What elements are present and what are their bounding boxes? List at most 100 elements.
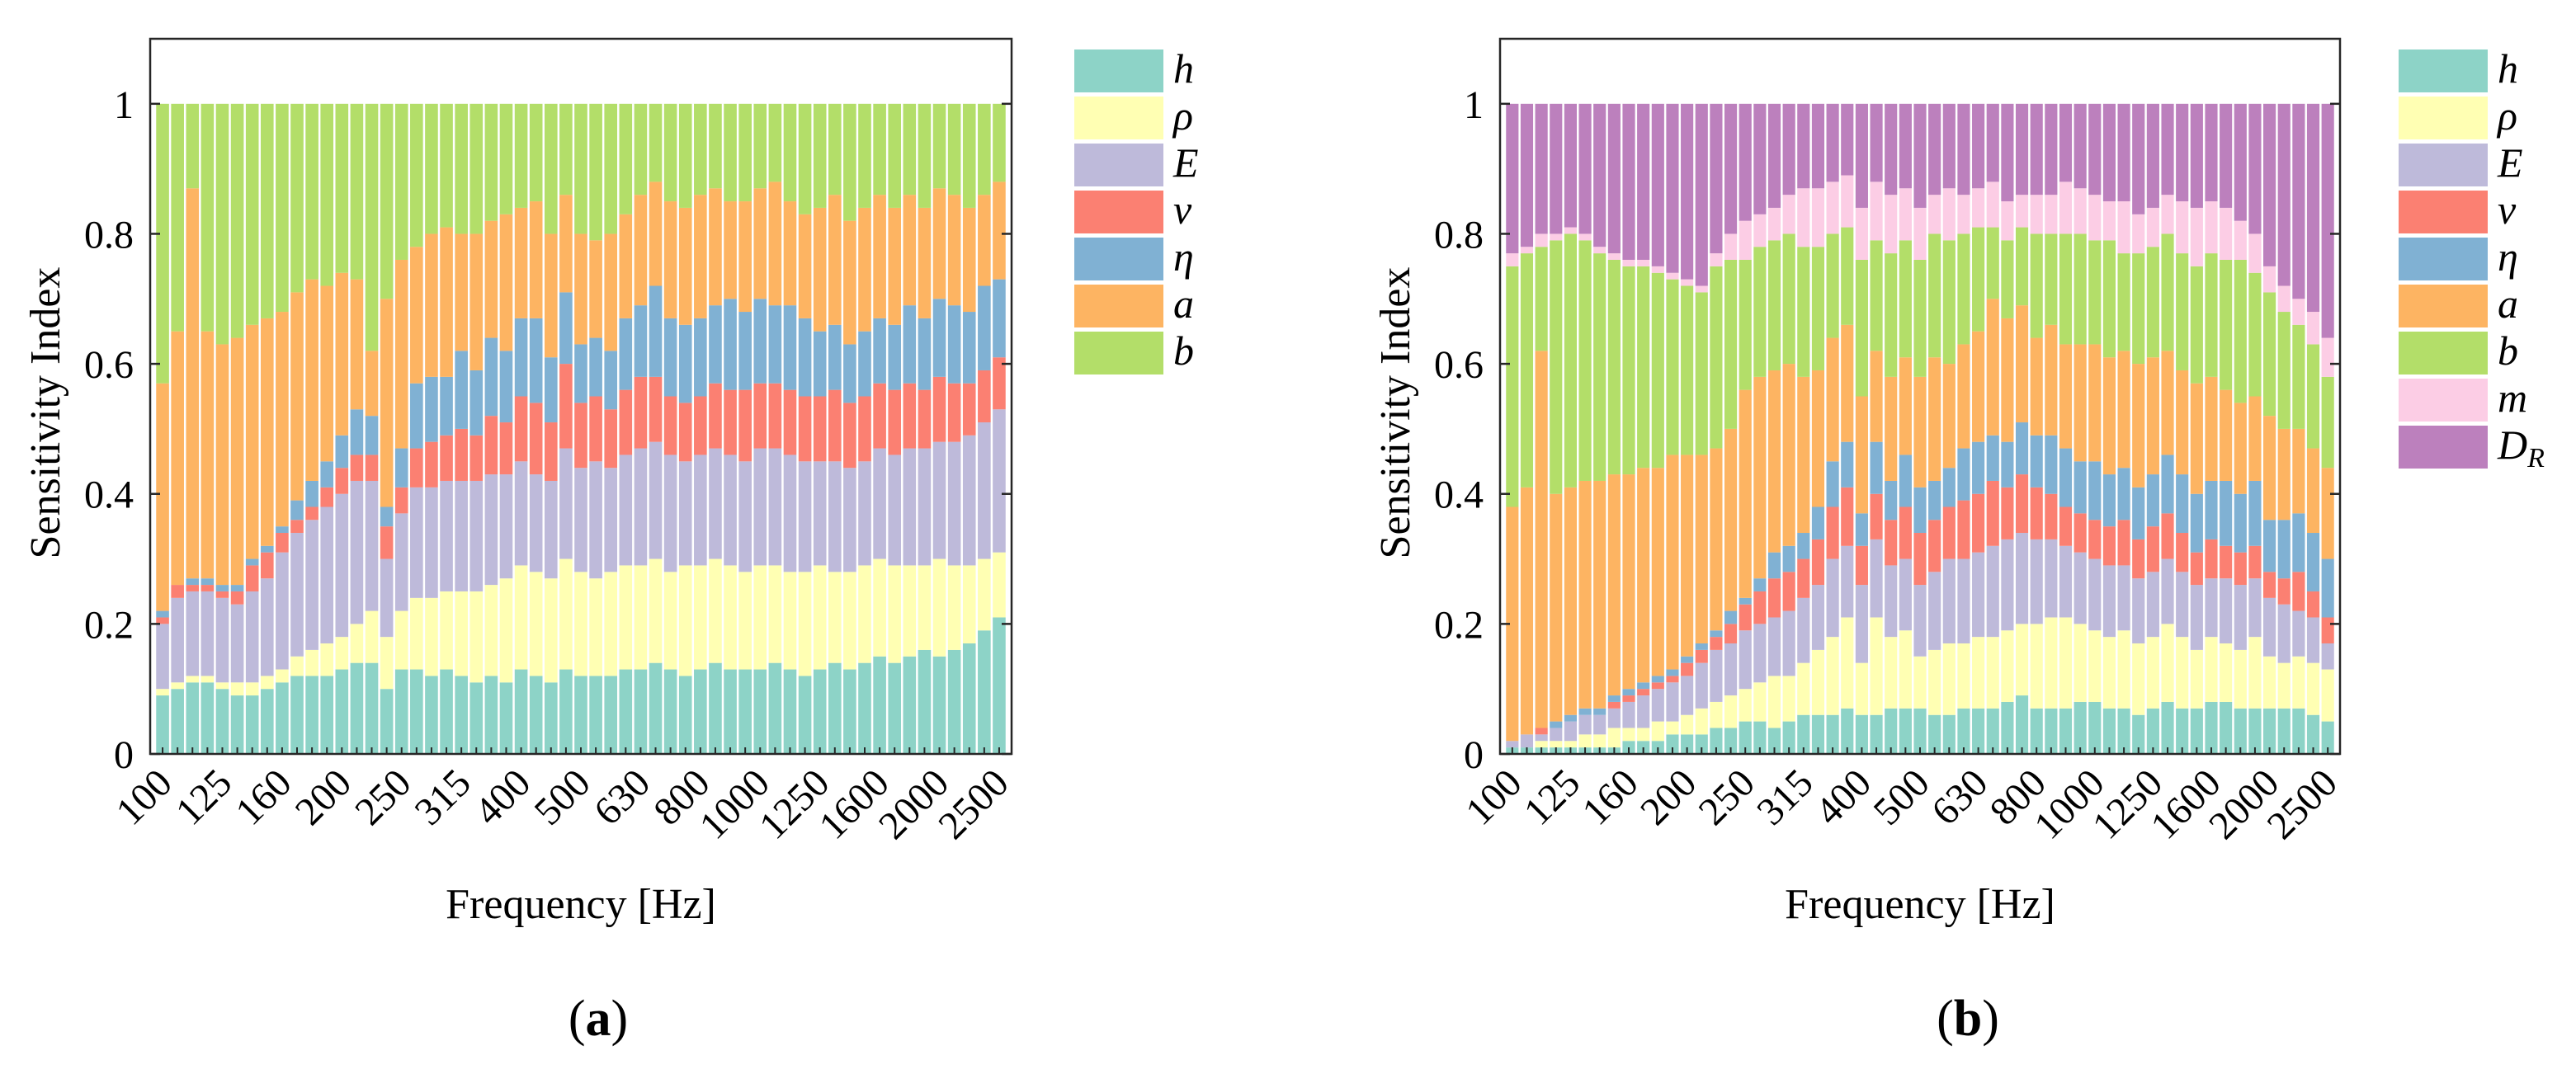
bar-segment-a bbox=[1506, 506, 1519, 742]
bar-segment-e bbox=[2277, 604, 2291, 663]
bar-segment-eta bbox=[290, 500, 304, 521]
bar-segment-b bbox=[709, 103, 722, 189]
bar-segment-rho bbox=[634, 565, 648, 670]
bar-segment-h bbox=[529, 676, 543, 754]
bar-segment-nu bbox=[738, 389, 752, 462]
bar-segment-a bbox=[2059, 344, 2073, 449]
bar-segment-h bbox=[753, 669, 767, 754]
bar-segment-m bbox=[2190, 207, 2203, 266]
bar-segment-a bbox=[290, 292, 304, 501]
bar-segment-e bbox=[962, 435, 976, 566]
bar-segment-a bbox=[529, 201, 543, 318]
y-tick-label: 0.4 bbox=[84, 473, 134, 517]
bar-segment-b bbox=[932, 103, 946, 189]
bar-segment-rho bbox=[768, 565, 782, 663]
bar-segment-rho bbox=[1899, 630, 1912, 709]
bar-segment-a bbox=[2176, 370, 2189, 475]
bar-segment-e bbox=[798, 461, 812, 572]
bar-segment-e bbox=[2015, 533, 2029, 624]
bar-segment-h bbox=[1666, 734, 1679, 754]
bar-segment-m bbox=[1957, 195, 1970, 234]
bar-segment-nu bbox=[499, 422, 513, 475]
bar-segment-eta bbox=[1942, 468, 1956, 507]
bar-segment-rho bbox=[1739, 689, 1752, 722]
bar-segment-rho bbox=[171, 682, 184, 690]
legend-swatch-b bbox=[1074, 332, 1163, 374]
bar-segment-b bbox=[768, 103, 782, 182]
bar-segment-d-r bbox=[1942, 103, 1956, 189]
bar-segment-eta bbox=[1637, 682, 1650, 690]
bar-segment-b bbox=[350, 103, 364, 280]
bar-segment-h bbox=[335, 669, 349, 754]
bar-segment-b bbox=[1972, 227, 1985, 332]
bar-segment-a bbox=[1681, 455, 1694, 657]
bar-segment-h bbox=[514, 669, 528, 754]
bar-segment-e bbox=[1506, 741, 1519, 748]
bar-segment-e bbox=[1739, 630, 1752, 690]
bar-segment-e bbox=[514, 461, 528, 566]
bar-segment-b bbox=[2088, 240, 2102, 345]
bar-segment-d-r bbox=[1607, 103, 1621, 254]
bar-segment-nu bbox=[425, 441, 438, 488]
legend-item-a: a bbox=[2399, 280, 2518, 327]
legend-item-b: b bbox=[1074, 327, 1194, 374]
bar-segment-m bbox=[1550, 233, 1563, 241]
bar-segment-m bbox=[1942, 188, 1956, 241]
bar-segment-eta bbox=[1913, 487, 1927, 534]
bar-segment-m bbox=[2045, 195, 2058, 234]
bar-segment-a bbox=[1753, 376, 1767, 579]
bar-segment-a bbox=[1899, 357, 1912, 455]
bar-segment-nu bbox=[559, 364, 573, 449]
bar-segment-eta bbox=[1695, 643, 1708, 650]
bar-segment-rho bbox=[201, 676, 215, 683]
bar-segment-a bbox=[724, 201, 737, 299]
bar-segment-a bbox=[230, 337, 244, 586]
bar-segment-eta bbox=[1928, 480, 1941, 521]
bar-segment-h bbox=[2277, 708, 2291, 754]
bar-segment-h bbox=[230, 695, 244, 754]
bar-segment-nu bbox=[2190, 552, 2203, 586]
bar-segment-e bbox=[888, 455, 902, 566]
bar-segment-d-r bbox=[2102, 103, 2116, 202]
bar-segment-e bbox=[978, 422, 991, 559]
bar-segment-h bbox=[2321, 721, 2334, 754]
bar-segment-eta bbox=[455, 351, 468, 429]
bar-segment-rho bbox=[1753, 682, 1767, 722]
bar-segment-a bbox=[1550, 493, 1563, 722]
bar-segment-a bbox=[828, 195, 842, 325]
bar-segment-m bbox=[1782, 195, 1795, 234]
bar-segment-b bbox=[320, 103, 334, 286]
bar-segment-rho bbox=[753, 565, 767, 670]
bar-segment-rho bbox=[2088, 630, 2102, 702]
bar-segment-h bbox=[2161, 701, 2174, 754]
bar-segment-e bbox=[813, 461, 827, 566]
bar-segment-rho bbox=[2146, 637, 2159, 709]
bar-segment-rho bbox=[2161, 624, 2174, 702]
bar-segment-b bbox=[410, 103, 423, 247]
bar-segment-a bbox=[1637, 468, 1650, 683]
bar-segment-b bbox=[1885, 253, 1898, 377]
bar-segment-eta bbox=[678, 324, 692, 403]
bar-segment-rho bbox=[245, 682, 259, 696]
bar-segment-eta bbox=[888, 324, 902, 390]
bar-segment-b bbox=[1739, 259, 1752, 390]
bar-segment-e bbox=[440, 480, 453, 591]
bar-segment-e bbox=[2321, 643, 2334, 670]
bar-segment-eta bbox=[1607, 695, 1621, 702]
bar-segment-d-r bbox=[1710, 103, 1723, 254]
y-tick-label: 0.6 bbox=[1434, 343, 1484, 387]
bar-segment-b bbox=[335, 103, 349, 273]
bar-segment-d-r bbox=[2045, 103, 2058, 195]
bar-segment-h bbox=[171, 689, 184, 754]
bar-segment-b bbox=[455, 103, 468, 234]
legend-swatch-rho bbox=[2399, 97, 2488, 139]
bar-segment-rho bbox=[2030, 624, 2043, 709]
bar-segment-h bbox=[1942, 714, 1956, 754]
bar-segment-nu bbox=[709, 383, 722, 449]
bar-segment-a bbox=[335, 272, 349, 436]
bar-segment-a bbox=[1855, 396, 1868, 514]
bar-segment-h bbox=[1986, 708, 1999, 754]
bar-segment-e bbox=[215, 597, 229, 683]
bar-segment-rho bbox=[918, 565, 932, 650]
